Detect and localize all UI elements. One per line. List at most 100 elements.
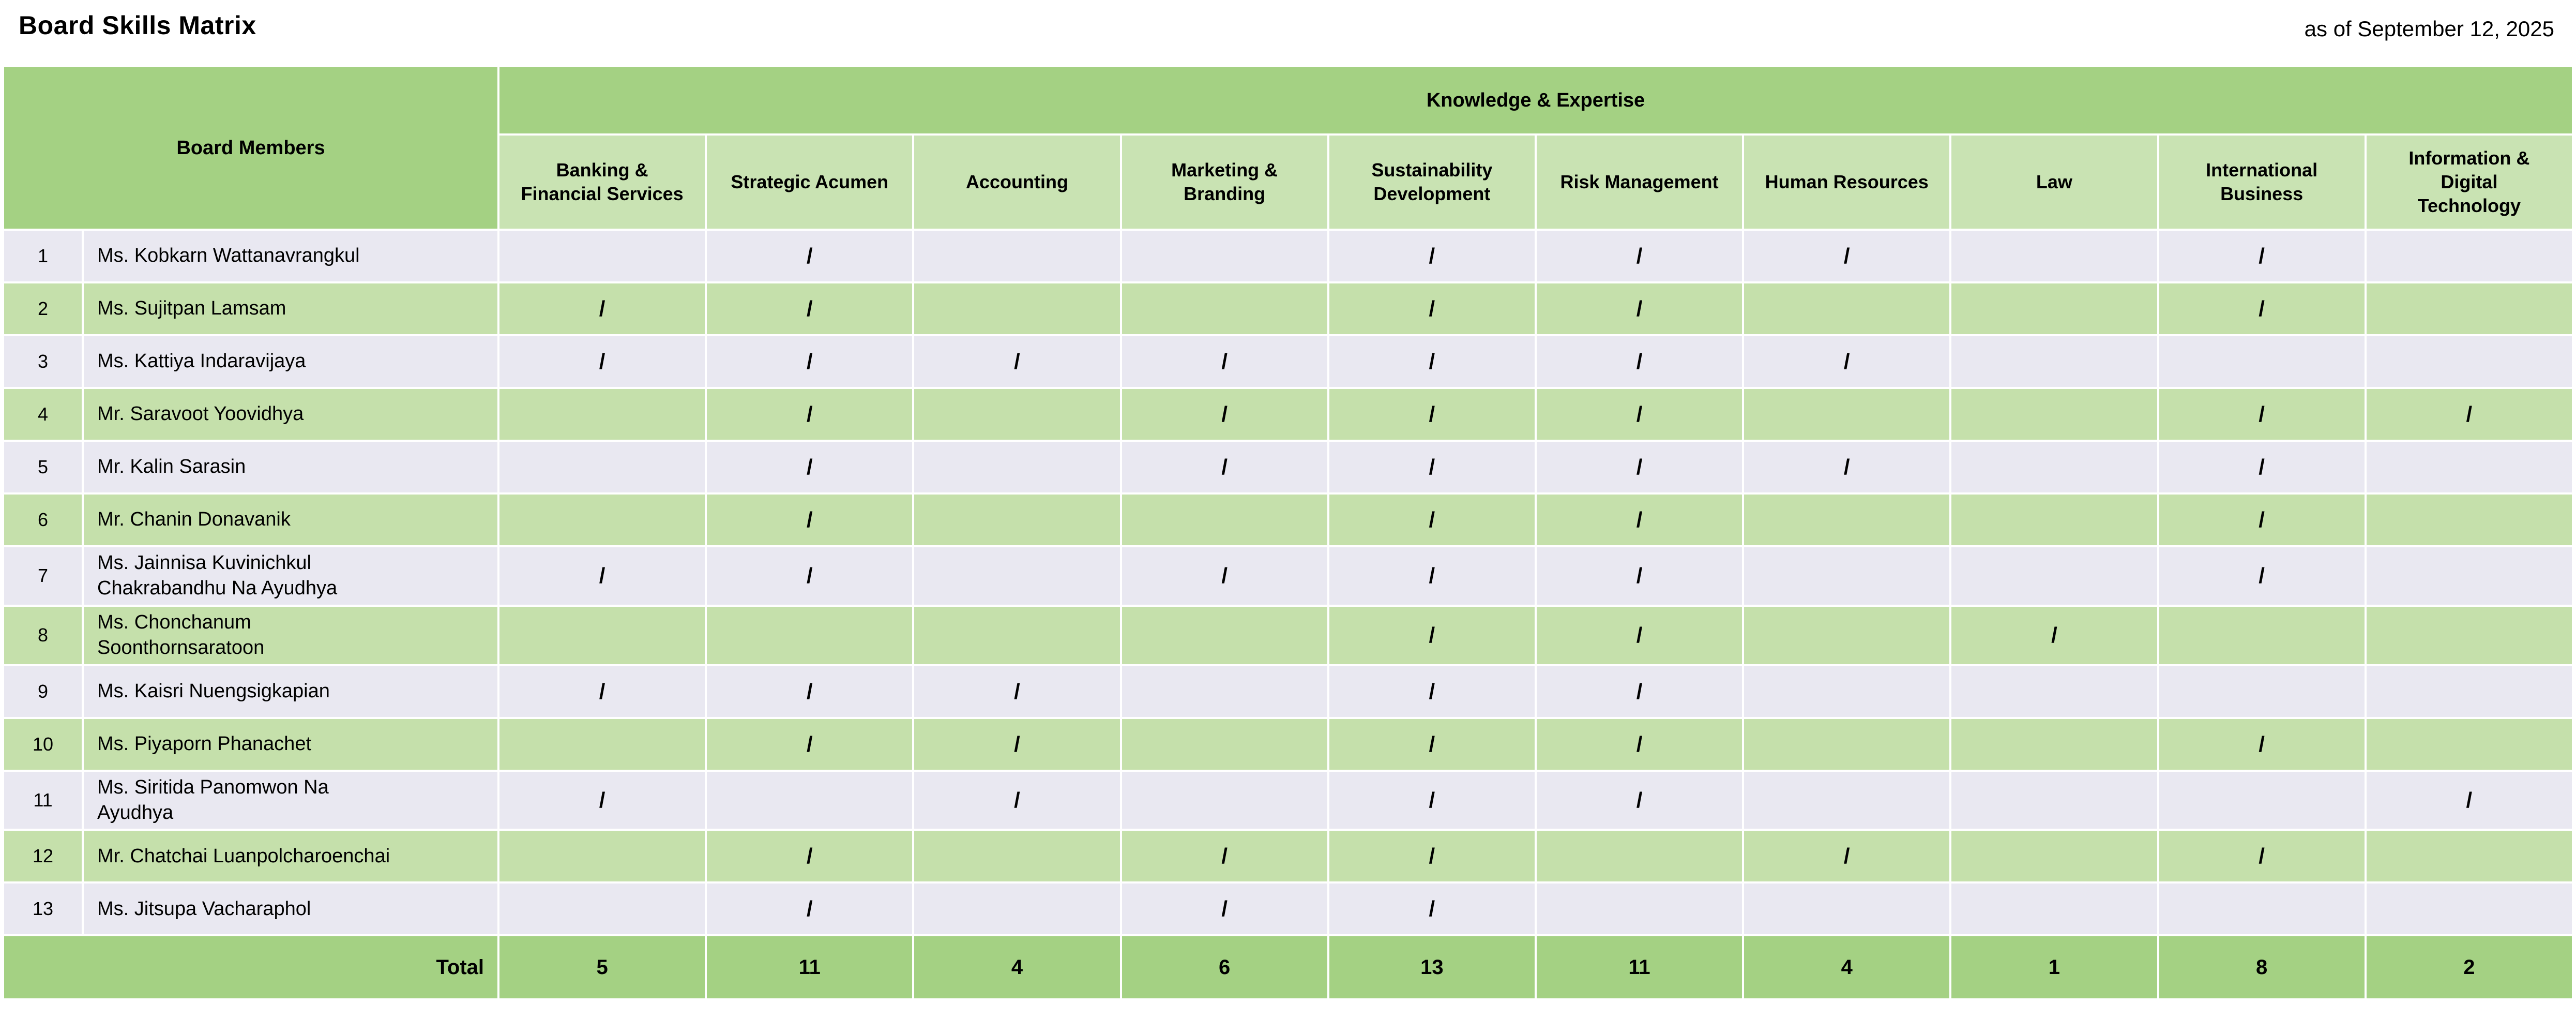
skill-mark-cell bbox=[1951, 718, 2157, 770]
member-name: Ms. Sujitpan Lamsam bbox=[97, 297, 286, 320]
skill-mark-cell bbox=[707, 606, 913, 664]
skill-mark-cell: / bbox=[1536, 666, 1742, 717]
skill-mark-cell bbox=[1951, 495, 2157, 545]
table-row-3: 3 Ms. Kattiya Indaravijaya / / / / / / / bbox=[4, 336, 2572, 387]
skill-mark-cell bbox=[1744, 771, 1950, 829]
skill-mark-cell bbox=[914, 831, 1120, 882]
skill-mark-cell: / bbox=[1536, 606, 1742, 664]
skill-mark-cell: / bbox=[1329, 884, 1535, 935]
skill-mark-cell bbox=[1951, 336, 2157, 387]
skill-mark-cell: / bbox=[707, 547, 913, 605]
skill-mark-cell: / bbox=[1951, 606, 2157, 664]
skill-mark-cell: / bbox=[1536, 547, 1742, 605]
member-name: Mr. Chatchai Luanpolcharoenchai bbox=[97, 845, 390, 867]
total-value-accounting: 4 bbox=[914, 936, 1120, 999]
skill-mark-cell bbox=[499, 442, 705, 492]
skill-mark-cell: / bbox=[1329, 547, 1535, 605]
column-header-risk-management: Risk Management bbox=[1536, 136, 1742, 229]
member-name: Mr. Saravoot Yoovidhya bbox=[97, 403, 304, 425]
member-name-cell: Mr. Saravoot Yoovidhya bbox=[84, 389, 498, 440]
skill-mark-cell bbox=[707, 771, 913, 829]
table-row-11: 11 Ms. Siritida Panomwon Na Ayudhya / / / / / bbox=[4, 771, 2572, 829]
skill-mark-cell bbox=[914, 442, 1120, 492]
skill-mark-cell: / bbox=[707, 495, 913, 545]
table-row-8: 8 Ms. Chonchanum Soonthornsaratoon / / / bbox=[4, 606, 2572, 664]
skill-mark-cell: / bbox=[1744, 442, 1950, 492]
skill-mark-cell: / bbox=[1536, 231, 1742, 281]
total-value-risk-management: 11 bbox=[1536, 936, 1742, 999]
member-name-cell: Ms. Jainnisa Kuvinichkul Chakrabandhu Na… bbox=[84, 547, 498, 605]
skill-mark-cell: / bbox=[2159, 283, 2365, 334]
member-name: Mr. Kalin Sarasin bbox=[97, 456, 246, 478]
skill-mark-cell bbox=[1744, 718, 1950, 770]
table-row-4: 4 Mr. Saravoot Yoovidhya / / / / / / bbox=[4, 389, 2572, 440]
row-number: 13 bbox=[4, 884, 82, 935]
skill-mark-cell bbox=[499, 389, 705, 440]
member-name-cell: Ms. Siritida Panomwon Na Ayudhya bbox=[84, 771, 498, 829]
skill-mark-cell: / bbox=[1329, 606, 1535, 664]
skill-mark-cell bbox=[1744, 389, 1950, 440]
skill-mark-cell: / bbox=[2159, 231, 2365, 281]
skill-mark-cell: / bbox=[1329, 231, 1535, 281]
skill-mark-cell bbox=[2159, 771, 2365, 829]
skill-mark-cell bbox=[2159, 606, 2365, 664]
skill-mark-cell bbox=[2366, 495, 2572, 545]
skill-mark-cell bbox=[914, 606, 1120, 664]
total-row: Total 5 11 4 6 13 11 4 1 8 2 bbox=[4, 936, 2572, 999]
member-name: Ms. Kattiya Indaravijaya bbox=[97, 350, 306, 372]
table-row-6: 6 Mr. Chanin Donavanik / / / / bbox=[4, 495, 2572, 545]
member-name-cell: Ms. Piyaporn Phanachet bbox=[84, 718, 498, 770]
skill-mark-cell: / bbox=[1122, 336, 1327, 387]
skill-mark-cell bbox=[914, 283, 1120, 334]
member-name: Ms. Chonchanum Soonthornsaratoon bbox=[97, 611, 265, 659]
skill-mark-cell: / bbox=[499, 771, 705, 829]
skill-mark-cell bbox=[1122, 666, 1327, 717]
member-name: Ms. Piyaporn Phanachet bbox=[97, 732, 312, 755]
skill-mark-cell bbox=[1122, 606, 1327, 664]
skill-mark-cell: / bbox=[707, 283, 913, 334]
row-number: 10 bbox=[4, 718, 82, 770]
skill-mark-cell: / bbox=[707, 831, 913, 882]
member-name: Ms. Siritida Panomwon Na Ayudhya bbox=[97, 776, 329, 824]
skill-mark-cell: / bbox=[1122, 831, 1327, 882]
skill-mark-cell: / bbox=[914, 666, 1120, 717]
skill-mark-cell: / bbox=[1744, 231, 1950, 281]
row-number: 2 bbox=[4, 283, 82, 334]
column-header-sustainability-development: Sustainability Development bbox=[1329, 136, 1535, 229]
skill-mark-cell: / bbox=[1122, 547, 1327, 605]
skill-mark-cell: / bbox=[2159, 547, 2365, 605]
skill-mark-cell: / bbox=[2366, 771, 2572, 829]
skill-mark-cell bbox=[1744, 884, 1950, 935]
skill-mark-cell: / bbox=[1536, 336, 1742, 387]
skill-mark-cell bbox=[2366, 831, 2572, 882]
total-value-banking-financial-services: 5 bbox=[499, 936, 705, 999]
row-number: 5 bbox=[4, 442, 82, 492]
table-row-7: 7 Ms. Jainnisa Kuvinichkul Chakrabandhu N… bbox=[4, 547, 2572, 605]
table-row-12: 12 Mr. Chatchai Luanpolcharoenchai / / / / / bbox=[4, 831, 2572, 882]
skill-mark-cell bbox=[1951, 442, 2157, 492]
skill-mark-cell: / bbox=[2159, 442, 2365, 492]
skill-mark-cell: / bbox=[2159, 831, 2365, 882]
skill-mark-cell bbox=[499, 495, 705, 545]
skill-mark-cell bbox=[914, 389, 1120, 440]
member-name-cell: Mr. Chanin Donavanik bbox=[84, 495, 498, 545]
column-header-accounting: Accounting bbox=[914, 136, 1120, 229]
member-name: Mr. Chanin Donavanik bbox=[97, 508, 291, 531]
skill-mark-cell bbox=[2159, 666, 2365, 717]
member-name-cell: Ms. Kaisri Nuengsigkapian bbox=[84, 666, 498, 717]
row-number: 1 bbox=[4, 231, 82, 281]
member-name-cell: Ms. Kobkarn Wattanavrangkul bbox=[84, 231, 498, 281]
skill-mark-cell bbox=[499, 231, 705, 281]
member-name-cell: Mr. Kalin Sarasin bbox=[84, 442, 498, 492]
skill-mark-cell bbox=[914, 884, 1120, 935]
group-header-row: Board Members Knowledge & Expertise bbox=[4, 67, 2572, 229]
skill-mark-cell bbox=[1122, 231, 1327, 281]
row-number: 4 bbox=[4, 389, 82, 440]
column-header-human-resources: Human Resources bbox=[1744, 136, 1950, 229]
table-row-10: 10 Ms. Piyaporn Phanachet / / / / / bbox=[4, 718, 2572, 770]
skill-mark-cell bbox=[1951, 884, 2157, 935]
as-of-date: as of September 12, 2025 bbox=[2304, 17, 2554, 41]
member-name-cell: Ms. Kattiya Indaravijaya bbox=[84, 336, 498, 387]
skill-mark-cell bbox=[1536, 831, 1742, 882]
skill-mark-cell: / bbox=[2366, 389, 2572, 440]
